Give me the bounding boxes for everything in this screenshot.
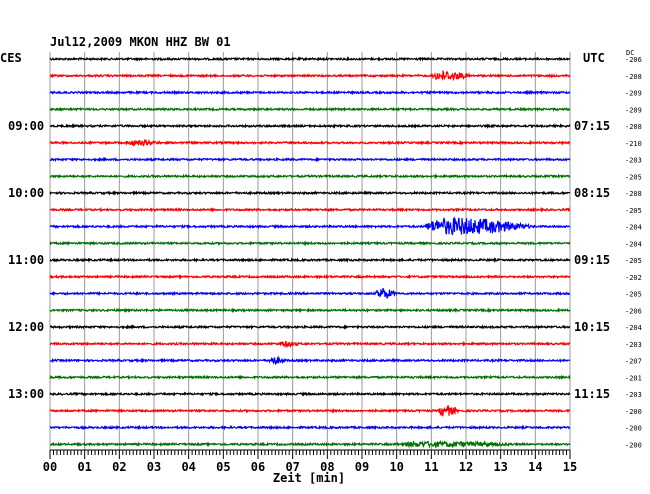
trace-17 [49,340,571,349]
left-hour-label: 12:00 [8,320,44,334]
dc-offset-label: -203 [625,341,642,349]
x-tick-label: 13 [493,460,507,474]
x-tick-label: 00 [43,460,57,474]
dc-header: DC [626,49,634,57]
x-tick-label: 15 [563,460,577,474]
x-tick-label: 03 [147,460,161,474]
right-hour-label: 07:15 [574,119,610,133]
dc-offset-label: -200 [625,441,642,449]
trace-2 [49,89,571,96]
dc-offset-label: -200 [625,425,642,433]
dc-offset-label: -206 [625,56,642,64]
x-tick-label: 11 [424,460,438,474]
dc-offset-labels: -206 -208 -209 -209 -208 -210 -203 -205 -208 -205… [625,56,642,449]
trace-19 [49,374,571,381]
x-tick-label: 12 [459,460,473,474]
dc-offset-label: -205 [625,291,642,299]
trace-5 [49,138,571,147]
trace-0 [49,55,571,62]
dc-offset-label: -200 [625,408,642,416]
x-tick-label: 05 [216,460,230,474]
left-hour-label: 11:00 [8,253,44,267]
dc-offset-label: -208 [625,123,642,131]
trace-6 [49,156,571,163]
dc-offset-label: -203 [625,157,642,165]
x-tick-label: 04 [181,460,195,474]
dc-offset-label: -208 [625,73,642,81]
dc-offset-label: -206 [625,307,642,315]
trace-4 [49,123,571,130]
trace-23 [49,439,571,449]
x-tick-label: 01 [77,460,91,474]
trace-11 [49,240,571,247]
trace-9 [49,206,571,213]
right-hour-label: 08:15 [574,186,610,200]
dc-offset-label: -203 [625,391,642,399]
trace-16 [49,324,571,330]
x-axis: 00 01 02 03 04 05 06 07 08 09 10 11 12 13 14 15 [43,449,577,474]
dc-offset-label: -207 [625,358,642,366]
trace-15 [49,307,571,314]
left-hour-label: 10:00 [8,186,44,200]
right-timezone-label: UTC [583,51,605,65]
left-hour-labels: 09:00 10:00 11:00 12:00 13:00 [8,119,44,401]
trace-1 [49,69,571,82]
dc-offset-label: -205 [625,207,642,215]
trace-18 [49,355,571,366]
right-hour-labels: 07:15 08:15 09:15 10:15 11:15 [574,119,610,401]
dc-offset-label: -204 [625,324,642,332]
trace-13 [49,273,571,280]
trace-8 [49,190,571,196]
right-hour-label: 09:15 [574,253,610,267]
trace-21 [49,405,571,417]
dc-offset-label: -204 [625,224,642,232]
dc-offset-label: -201 [625,374,642,382]
left-hour-label: 09:00 [8,119,44,133]
dc-offset-label: -209 [625,90,642,98]
dc-offset-label: -209 [625,106,642,114]
x-axis-label: Zeit [min] [273,471,345,485]
trace-3 [49,106,571,113]
trace-12 [49,257,571,264]
dc-offset-label: -202 [625,274,642,282]
dc-offset-label: -208 [625,190,642,198]
right-hour-label: 10:15 [574,320,610,334]
trace-20 [49,391,571,397]
x-tick-label: 08 [320,460,334,474]
x-tick-label: 07 [285,460,299,474]
right-hour-label: 11:15 [574,387,610,401]
dc-offset-label: -205 [625,257,642,265]
left-hour-label: 13:00 [8,387,44,401]
chart-title: Jul12,2009 MKON HHZ BW 01 [50,35,231,49]
left-timezone-label: CES [0,51,22,65]
trace-22 [49,424,571,431]
x-tick-label: 14 [528,460,542,474]
x-tick-label: 06 [251,460,265,474]
trace-7 [49,173,571,180]
trace-10 [49,216,571,236]
vertical-gridlines [49,52,571,450]
dc-offset-label: -210 [625,140,642,148]
dc-offset-label: -205 [625,173,642,181]
seismic-traces [49,55,571,449]
x-tick-label: 09 [355,460,369,474]
dc-offset-label: -204 [625,240,642,248]
x-tick-label: 10 [389,460,403,474]
x-tick-label: 02 [112,460,126,474]
trace-14 [49,287,571,299]
